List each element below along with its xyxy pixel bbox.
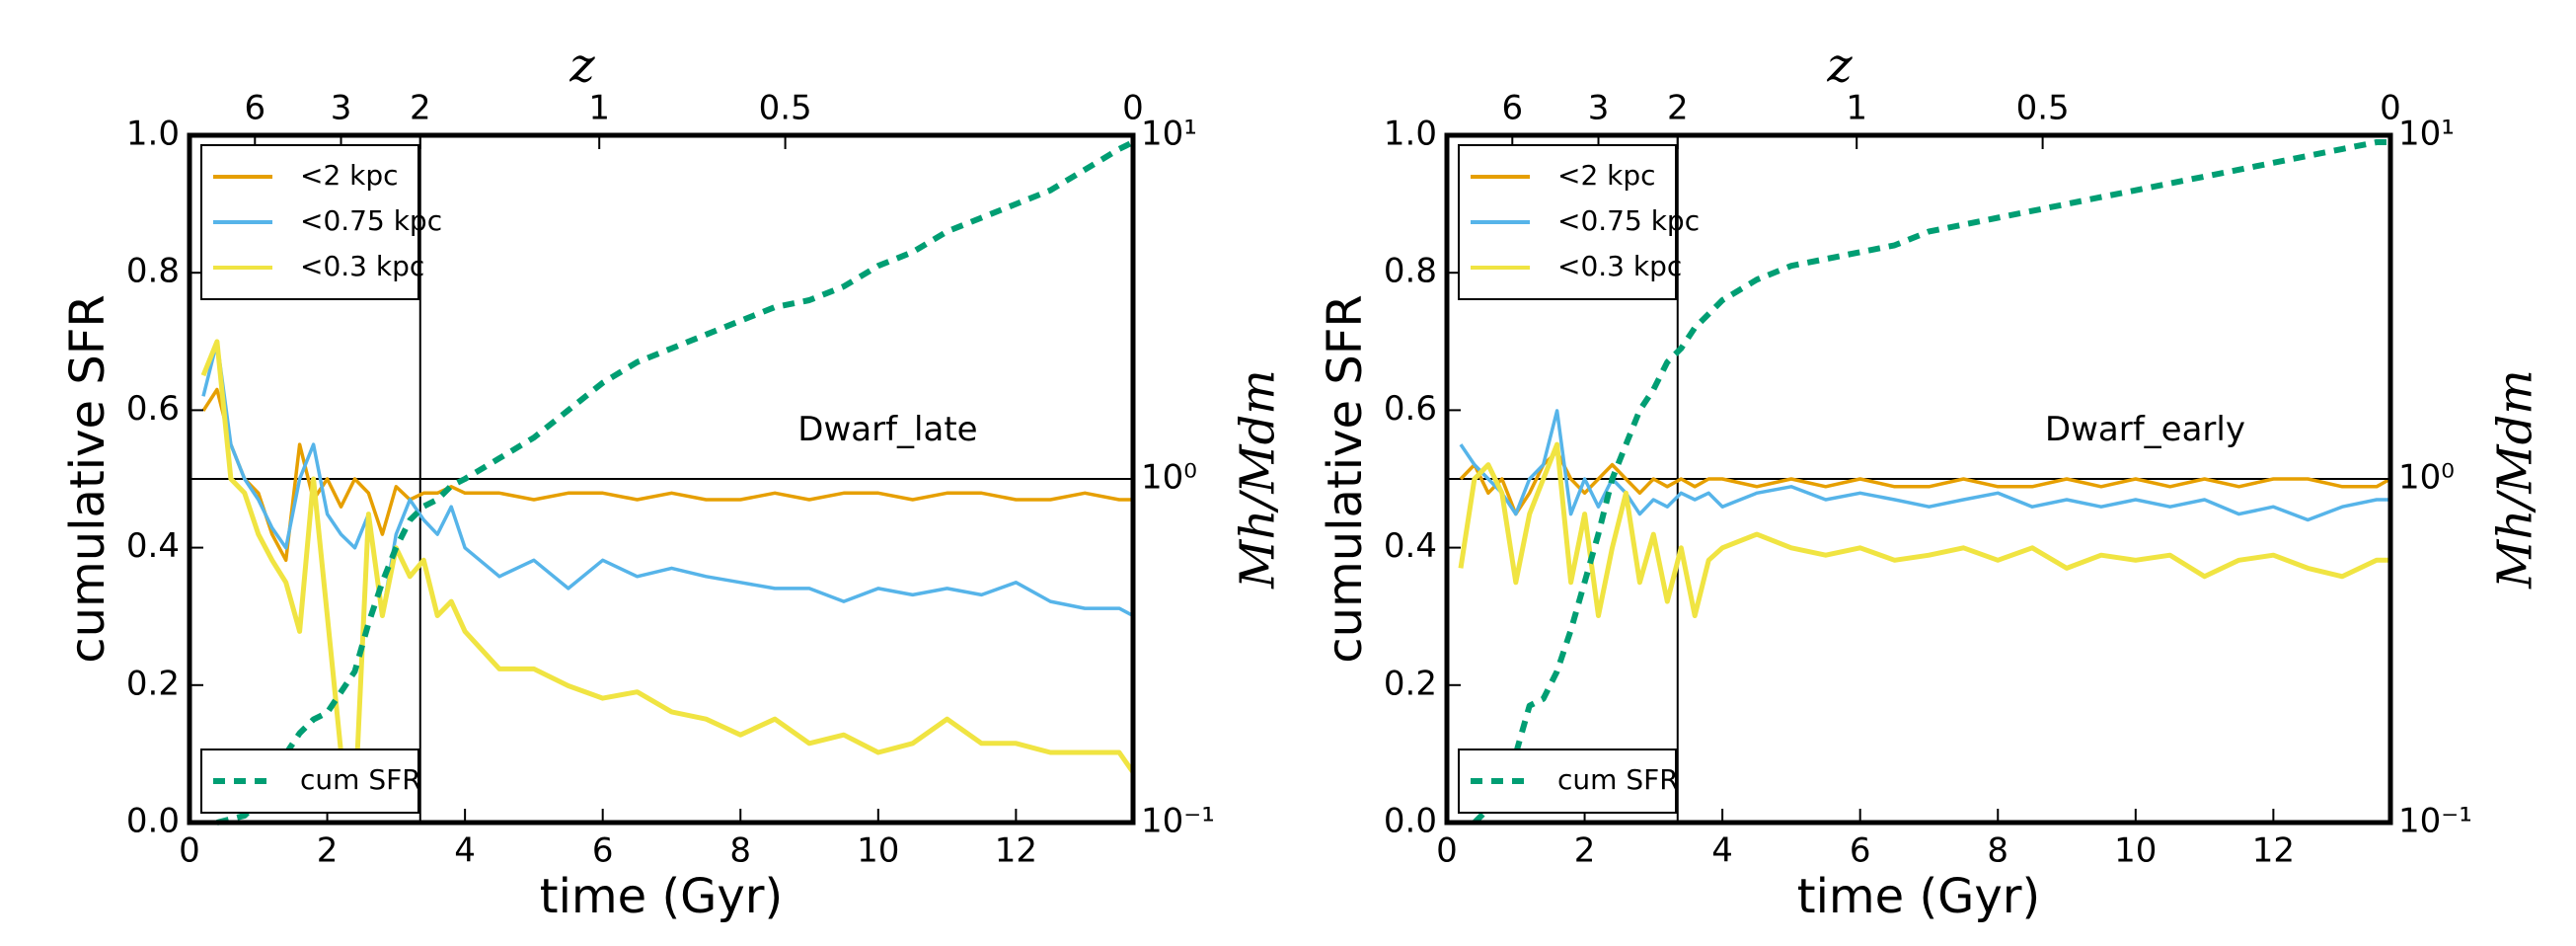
legend-label: cum SFR <box>1557 763 1679 796</box>
x-tick-label: 0 <box>179 831 200 871</box>
x-axis-label: time (Gyr) <box>1797 869 2041 924</box>
x-axis-label: time (Gyr) <box>540 869 784 924</box>
y-tick-label: 0.2 <box>1384 664 1437 703</box>
y-tick-label: 0.6 <box>126 389 180 429</box>
y-tick-label: 0.6 <box>1384 389 1437 429</box>
y-tick-label: 0.2 <box>126 664 180 703</box>
top-tick-label: 2 <box>1667 89 1689 128</box>
top-axis-label: z <box>1826 39 1853 94</box>
top-tick-label: 0 <box>2380 89 2401 128</box>
y2-tick-label: 10⁻¹ <box>2398 802 2472 841</box>
x-tick-label: 12 <box>2252 831 2295 871</box>
y-tick-label: 1.0 <box>1384 115 1437 154</box>
y-axis-label: cumulative SFR <box>60 294 115 664</box>
x-tick-label: 8 <box>1987 831 2008 871</box>
legend-label: <2 kpc <box>1557 159 1656 192</box>
series-line <box>216 139 1135 826</box>
x-tick-label: 10 <box>857 831 899 871</box>
top-tick-label: 1 <box>1846 89 1867 128</box>
x-tick-label: 0 <box>1436 831 1458 871</box>
legend-label: cum SFR <box>300 763 421 796</box>
series-line <box>200 339 1136 812</box>
legend-label: <0.3 kpc <box>1557 250 1682 282</box>
x-tick-label: 4 <box>454 831 476 871</box>
top-tick-label: 6 <box>244 89 265 128</box>
y-tick-label: 0.8 <box>1384 252 1437 291</box>
top-tick-label: 2 <box>410 89 431 128</box>
y2-axis-label: Mh/Mdm <box>1231 369 1286 590</box>
y-tick-label: 0.4 <box>126 526 180 566</box>
top-axis-label: z <box>568 39 595 94</box>
series-line <box>201 387 1133 563</box>
legend-label: <2 kpc <box>300 159 399 192</box>
legend-label: <0.3 kpc <box>300 250 424 282</box>
y-axis-label: cumulative SFR <box>1318 294 1373 664</box>
y-tick-label: 0.0 <box>126 802 180 841</box>
x-tick-label: 6 <box>592 831 614 871</box>
x-tick-label: 8 <box>729 831 751 871</box>
top-tick-label: 3 <box>331 89 352 128</box>
top-tick-label: 1 <box>588 89 610 128</box>
y-tick-label: 1.0 <box>126 115 180 154</box>
top-tick-label: 0 <box>1122 89 1144 128</box>
y2-tick-label: 10⁰ <box>1141 458 1197 498</box>
top-tick-label: 6 <box>1501 89 1523 128</box>
x-tick-label: 10 <box>2114 831 2157 871</box>
y-tick-label: 0.8 <box>126 252 180 291</box>
series-line <box>1459 409 2390 522</box>
top-tick-label: 0.5 <box>759 89 812 128</box>
y2-tick-label: 10⁰ <box>2398 458 2455 498</box>
top-tick-label: 3 <box>1588 89 1610 128</box>
x-tick-label: 2 <box>1574 831 1596 871</box>
legend-label: <0.75 kpc <box>300 204 442 237</box>
series-line <box>1472 139 2390 826</box>
x-tick-label: 6 <box>1850 831 1871 871</box>
x-tick-label: 2 <box>317 831 339 871</box>
y2-tick-label: 10¹ <box>1141 115 1197 154</box>
legend-label: <0.75 kpc <box>1557 204 1700 237</box>
y2-tick-label: 10⁻¹ <box>1141 802 1215 841</box>
annotation: Dwarf_early <box>2045 410 2245 449</box>
y-tick-label: 0.0 <box>1384 802 1437 841</box>
top-tick-label: 0.5 <box>2016 89 2070 128</box>
x-tick-label: 12 <box>995 831 1037 871</box>
y-tick-label: 0.4 <box>1384 526 1437 566</box>
series-line <box>1458 441 2390 618</box>
annotation: Dwarf_late <box>797 410 977 449</box>
y2-tick-label: 10¹ <box>2398 115 2455 154</box>
x-tick-label: 4 <box>1711 831 1733 871</box>
y2-axis-label: Mh/Mdm <box>2488 369 2543 590</box>
series-line <box>201 340 1134 618</box>
